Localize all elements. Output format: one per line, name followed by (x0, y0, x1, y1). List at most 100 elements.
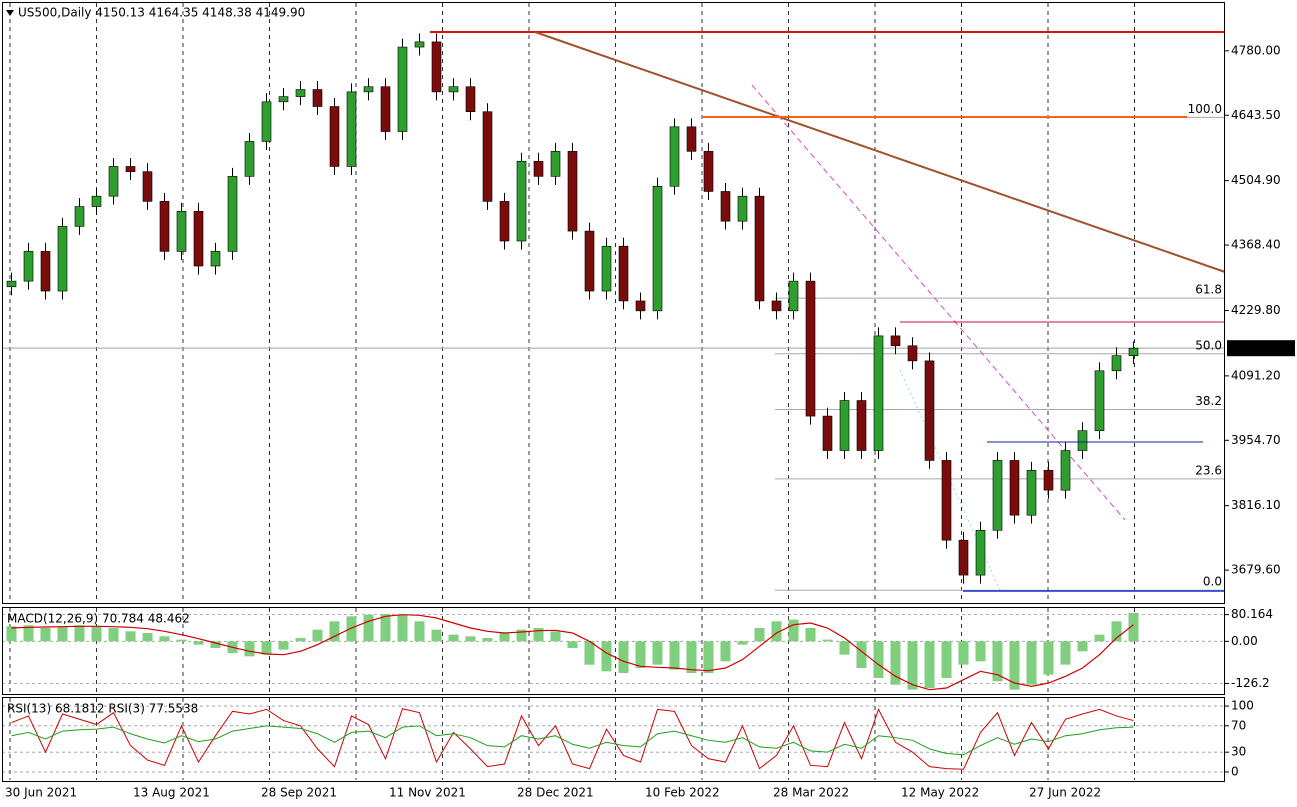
menu-triangle[interactable] (6, 10, 14, 16)
macd-bar (1094, 634, 1105, 642)
candle-body (771, 300, 782, 312)
fibonacci-label: 61.8 (1195, 283, 1222, 297)
macd-bar (159, 636, 170, 642)
last-price-label: 4149.90 (1232, 341, 1282, 355)
macd-bar (907, 641, 918, 690)
y-tick-label: 80.164 (1231, 607, 1273, 621)
candle-body (329, 106, 340, 167)
y-tick-label: 0 (1231, 764, 1239, 778)
macd-bar (958, 641, 969, 665)
macd-bar (499, 633, 510, 642)
macd-bar (363, 614, 374, 642)
x-tick-label: 10 Feb 2022 (645, 786, 720, 800)
macd-bar (482, 638, 493, 642)
candle-body (125, 166, 136, 172)
candle-body (499, 201, 510, 242)
candle-body (448, 86, 459, 93)
macd-bar (1111, 621, 1122, 642)
macd-bar (550, 631, 561, 642)
candle-body (805, 280, 816, 417)
candle-body (57, 226, 68, 292)
candle-body (227, 176, 238, 252)
candle-body (414, 41, 425, 48)
macd-bar (1026, 641, 1037, 685)
candle-body (1077, 430, 1088, 451)
candle-body (890, 335, 901, 347)
macd-bar (839, 641, 850, 655)
macd-bar (1077, 641, 1088, 652)
macd-bar (567, 641, 578, 648)
macd-bar (193, 641, 204, 645)
macd-bar (771, 621, 782, 642)
indicator-title: MACD(12,26,9) 70.784 48.462 (7, 612, 190, 626)
candle-body (1111, 355, 1122, 372)
candle-body (1128, 347, 1139, 356)
candle-body (567, 151, 578, 232)
candle-body (1009, 460, 1020, 516)
macd-bar (720, 641, 731, 662)
candle-body (465, 86, 476, 113)
candle-body (346, 91, 357, 167)
macd-bar (805, 628, 816, 642)
candle-body (210, 251, 221, 267)
y-tick-label: -126.2 (1231, 676, 1270, 690)
macd-bar (465, 636, 476, 642)
y-tick-label: 3816.10 (1231, 498, 1281, 512)
chart-title: US500,Daily 4150.13 4164.35 4148.38 4149… (18, 6, 305, 20)
indicator-title: RSI(13) 68.1812 RSI(3) 77.5538 (7, 702, 198, 716)
candle-body (363, 86, 374, 93)
candle-body (380, 86, 391, 132)
x-tick-label: 28 Mar 2022 (773, 786, 849, 800)
candle-body (431, 41, 442, 93)
macd-bar (635, 641, 646, 668)
y-tick-label: 4229.80 (1231, 303, 1281, 317)
trend-line (751, 84, 1126, 521)
y-tick-label: 100 (1231, 699, 1254, 713)
macd-bar (91, 626, 102, 642)
candle-body (703, 151, 714, 192)
macd-bar (6, 626, 17, 642)
candle-body (1060, 450, 1071, 491)
data-layer (6, 33, 1139, 770)
x-tick-label: 28 Sep 2021 (261, 786, 337, 800)
macd-bar (669, 641, 680, 670)
candle-body (74, 206, 85, 227)
y-tick-label: 4091.20 (1231, 368, 1281, 382)
macd-bar (601, 641, 612, 672)
candle-body (550, 151, 561, 177)
signal-line (11, 614, 1134, 691)
macd-bar (975, 641, 986, 662)
candle-body (312, 89, 323, 107)
fibonacci-label: 38.2 (1195, 394, 1222, 408)
macd-bar (312, 629, 323, 642)
y-tick-label: 4780.00 (1231, 43, 1281, 57)
candle-body (618, 245, 629, 302)
macd-bar (431, 629, 442, 642)
candle-body (907, 345, 918, 362)
candle-body (958, 539, 969, 576)
candle-body (873, 335, 884, 451)
candle-body (1043, 470, 1054, 491)
candle-body (176, 210, 187, 252)
candle-body (941, 460, 952, 541)
macd-bar (1060, 641, 1071, 665)
rsi-line (11, 708, 1134, 770)
panel-frame (2, 607, 1225, 695)
candle-body (108, 166, 119, 197)
candle-body (278, 96, 289, 103)
x-tick-label: 27 Jun 2022 (1029, 786, 1101, 800)
fibonacci-label: 100.0 (1188, 102, 1222, 116)
macd-bar (1128, 613, 1139, 642)
y-tick-label: 0.00 (1231, 634, 1258, 648)
candle-body (1026, 470, 1037, 516)
candle-body (516, 160, 527, 242)
candle-body (295, 89, 306, 97)
macd-bar (941, 641, 952, 678)
candle-body (91, 195, 102, 207)
candle-body (261, 101, 272, 142)
macd-bar (57, 626, 68, 642)
macd-bar (754, 628, 765, 642)
macd-bar (856, 641, 867, 668)
trend-line (534, 31, 1226, 273)
